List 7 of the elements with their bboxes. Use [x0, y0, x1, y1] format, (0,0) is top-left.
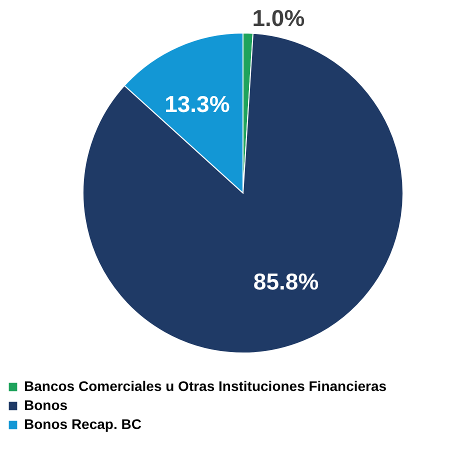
legend-label: Bonos — [24, 397, 68, 413]
legend-label: Bancos Comerciales u Otras Instituciones Financieras — [24, 378, 387, 394]
data-label: 1.0% — [252, 5, 305, 32]
data-label: 85.8% — [253, 268, 319, 294]
pie-slice — [82, 32, 404, 354]
legend-label: Bonos Recap. BC — [24, 416, 142, 432]
data-label: 13.3% — [164, 91, 230, 118]
